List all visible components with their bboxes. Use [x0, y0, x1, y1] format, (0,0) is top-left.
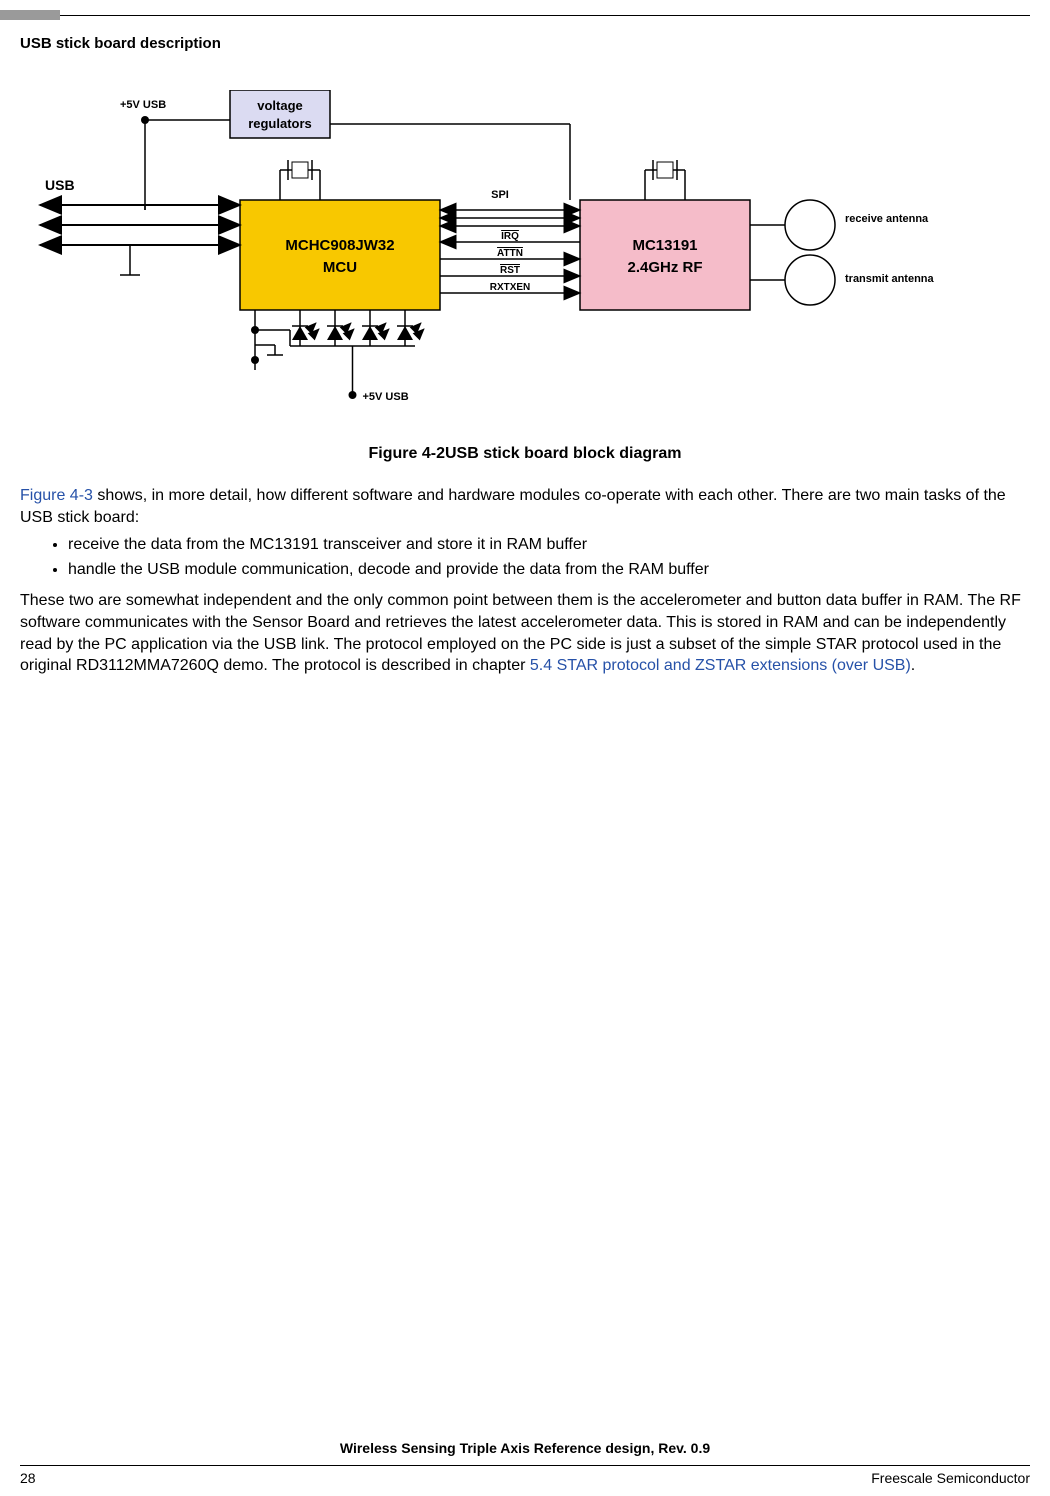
svg-text:SPI: SPI [491, 189, 509, 201]
svg-text:IRQ: IRQ [501, 231, 519, 242]
para1-text: shows, in more detail, how different sof… [20, 487, 1006, 526]
svg-text:transmit antenna: transmit antenna [845, 273, 935, 285]
svg-text:RXTXEN: RXTXEN [490, 282, 531, 293]
svg-text:MCHC908JW32: MCHC908JW32 [285, 237, 394, 254]
block-diagram: MCHC908JW32 MCU MC13191 2.4GHz RF voltage reg… [20, 90, 1030, 450]
svg-text:MC13191: MC13191 [632, 237, 697, 254]
svg-text:receive antenna: receive antenna [845, 213, 929, 225]
svg-text:MCU: MCU [323, 259, 357, 276]
svg-text:ATTN: ATTN [497, 248, 523, 259]
bullet-item: receive the data from the MC13191 transc… [68, 534, 1030, 556]
svg-text:+5V USB: +5V USB [120, 99, 166, 111]
page-top-rule [60, 15, 1030, 16]
svg-text:USB: USB [45, 177, 75, 193]
page-decorative-stripe [0, 10, 60, 20]
footer-rule [20, 1465, 1030, 1466]
svg-text:regulators: regulators [248, 116, 312, 131]
section-title: USB stick board description [20, 35, 221, 52]
footer-doc-title: Wireless Sensing Triple Axis Reference d… [0, 1440, 1050, 1456]
svg-text:2.4GHz RF: 2.4GHz RF [627, 259, 702, 276]
page-number: 28 [20, 1470, 36, 1486]
chapter-reference-link[interactable]: 5.4 STAR protocol and ZSTAR extensions (… [530, 657, 911, 674]
figure-caption: Figure 4-2USB stick board block diagram [0, 445, 1050, 463]
body-text: Figure 4-3 shows, in more detail, how di… [20, 485, 1030, 677]
svg-text:+5V USB: +5V USB [363, 391, 409, 403]
svg-text:voltage: voltage [257, 98, 303, 113]
footer-company: Freescale Semiconductor [871, 1470, 1030, 1486]
para2-tail: . [911, 657, 915, 674]
svg-text:RST: RST [500, 265, 520, 276]
figure-reference-link[interactable]: Figure 4-3 [20, 487, 93, 504]
bullet-item: handle the USB module communication, dec… [68, 559, 1030, 581]
